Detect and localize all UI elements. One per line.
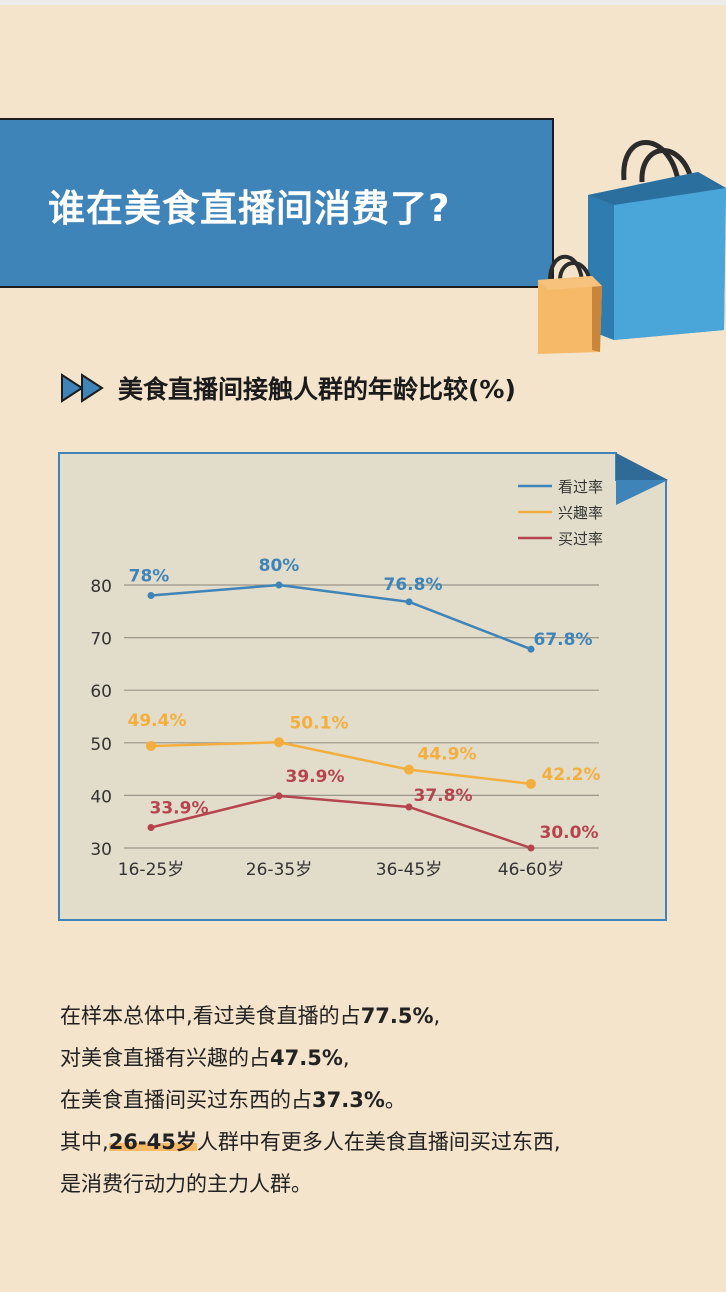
y-tick-label: 80 <box>90 577 112 597</box>
y-tick-label: 60 <box>90 682 112 702</box>
data-label: 44.9% <box>418 745 477 765</box>
data-label: 76.8% <box>384 575 443 595</box>
shopping-bags-icon <box>538 140 726 354</box>
summary-line-5: 是消费行动力的主力人群。 <box>60 1172 312 1196</box>
data-point <box>275 792 283 800</box>
series-line <box>150 794 532 850</box>
data-label: 33.9% <box>150 798 209 818</box>
section-title: 美食直播间接触人群的年龄比较(%) <box>118 375 516 404</box>
y-tick-label: 50 <box>90 735 112 755</box>
double-arrow-icon <box>61 373 104 403</box>
data-point <box>404 764 414 775</box>
data-point <box>147 823 155 831</box>
data-label: 49.4% <box>128 711 187 731</box>
age-highlight: 26-45岁 <box>108 1130 197 1154</box>
section-header: 美食直播间接触人群的年龄比较(%) <box>60 370 516 406</box>
data-label: 39.9% <box>286 767 345 787</box>
folded-corner-shadow <box>616 453 668 480</box>
data-label: 80% <box>259 556 300 576</box>
data-point <box>527 844 535 852</box>
series-line <box>150 741 532 786</box>
data-point <box>147 592 155 600</box>
data-point <box>526 778 536 789</box>
x-tick-label: 26-35岁 <box>246 860 312 880</box>
data-point <box>527 645 535 653</box>
top-divider <box>0 0 726 5</box>
chart-panel <box>58 452 667 921</box>
summary-line-3: 在美食直播间买过东西的占37.3%。 <box>60 1088 406 1112</box>
data-label: 30.0% <box>540 823 599 843</box>
title-banner <box>0 118 554 288</box>
legend-label: 看过率 <box>558 478 603 496</box>
series-line <box>150 583 532 651</box>
summary-line-2: 对美食直播有兴趣的占47.5%, <box>60 1046 350 1070</box>
summary-text: 在样本总体中,看过美食直播的占77.5%, 对美食直播有兴趣的占47.5%, 在… <box>60 995 561 1205</box>
data-point <box>275 581 283 589</box>
legend-label: 兴趣率 <box>558 504 603 522</box>
x-tick-label: 46-60岁 <box>498 860 564 880</box>
line-chart: 30 40 50 60 70 80 78% 80% 76.8% 67.8% 49.4% 50.1% 4… <box>58 452 668 921</box>
y-tick-label: 40 <box>90 787 112 807</box>
data-label: 37.8% <box>414 786 473 806</box>
y-tick-label: 30 <box>90 840 112 860</box>
x-tick-label: 16-25岁 <box>118 860 184 880</box>
data-point <box>146 740 156 751</box>
watched-total-value: 77.5% <box>360 1004 434 1028</box>
summary-line-4: 其中,26-45岁人群中有更多人在美食直播间买过东西, <box>60 1130 561 1154</box>
data-label: 42.2% <box>542 765 601 785</box>
x-tick-label: 36-45岁 <box>376 860 442 880</box>
page-title: 谁在美食直播间消费了? <box>48 187 451 230</box>
interest-total-value: 47.5% <box>270 1046 343 1070</box>
data-label: 50.1% <box>290 713 349 733</box>
purchase-total-value: 37.3% <box>312 1088 385 1112</box>
data-label: 67.8% <box>534 630 593 650</box>
summary-line-1: 在样本总体中,看过美食直播的占77.5%, <box>60 1004 441 1028</box>
data-point <box>274 737 284 748</box>
data-point <box>405 598 413 606</box>
y-tick-label: 70 <box>90 630 112 650</box>
data-point <box>405 803 413 811</box>
legend-label: 买过率 <box>558 530 603 548</box>
data-label: 78% <box>129 567 170 587</box>
